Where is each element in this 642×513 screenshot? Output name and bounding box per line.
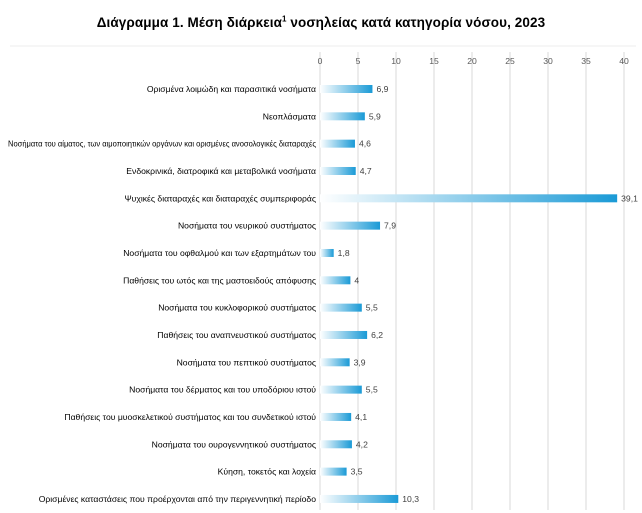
tick-label-5: 5 <box>356 56 361 66</box>
data-label-4: 4,7 <box>360 166 372 176</box>
bar-3 <box>320 139 355 148</box>
gridlines <box>10 45 636 510</box>
category-label-8: Παθήσεις του ωτός και της μαστοειδούς απ… <box>123 275 316 285</box>
category-label-6: Νοσήματα του νευρικού συστήματος <box>178 221 316 231</box>
tick-label-10: 10 <box>391 56 401 66</box>
category-labels: Ορισμένα λοιμώδη και παρασιτικά νοσήματα… <box>8 84 316 504</box>
category-label-4: Ενδοκρινικά, διατροφικά και μεταβολικά ν… <box>126 166 316 176</box>
data-label-10: 6,2 <box>371 330 383 340</box>
bar-2 <box>320 112 365 121</box>
category-label-12: Νοσήματα του δέρματος και του υποδόριου … <box>129 385 316 395</box>
bar-14 <box>320 440 352 449</box>
bar-15 <box>320 467 347 476</box>
bar-9 <box>320 303 362 312</box>
data-label-14: 4,2 <box>356 439 368 449</box>
category-label-13: Παθήσεις του μυοσκελετικού συστήματος κα… <box>64 412 316 422</box>
chart-title: Διάγραμμα 1. Μέση διάρκεια1 νοσηλείας κα… <box>0 15 642 30</box>
data-label-16: 10,3 <box>402 494 419 504</box>
tick-label-15: 15 <box>429 56 439 66</box>
tick-label-30: 30 <box>543 56 553 66</box>
bar-11 <box>320 358 350 367</box>
x-axis-ticks: 0 5 10 15 20 25 30 35 40 <box>318 56 629 66</box>
data-label-15: 3,5 <box>351 467 363 477</box>
data-label-3: 4,6 <box>359 139 371 149</box>
category-label-3: Νοσήματα του αίματος, των αιμοποιητικών … <box>8 139 316 149</box>
bar-13 <box>320 412 352 421</box>
bars <box>320 85 618 503</box>
tick-label-25: 25 <box>505 56 515 66</box>
category-label-9: Νοσήματα του κυκλοφορικού συστήματος <box>158 303 316 313</box>
data-label-8: 4 <box>354 275 359 285</box>
data-label-2: 5,9 <box>369 111 381 121</box>
tick-label-40: 40 <box>619 56 629 66</box>
chart-title-main: Διάγραμμα 1. Μέση διάρκεια <box>96 15 282 30</box>
bar-7 <box>320 248 334 257</box>
data-label-9: 5,5 <box>366 303 378 313</box>
tick-label-20: 20 <box>467 56 477 66</box>
bar-10 <box>320 330 368 339</box>
chart-title-footnote-mark: 1 <box>281 14 287 24</box>
data-label-5: 39,1 <box>621 193 638 203</box>
bar-4 <box>320 166 356 175</box>
tick-label-0: 0 <box>318 56 323 66</box>
data-labels: 6,9 5,9 4,6 4,7 39,1 7,9 1,8 4 5,5 6,2 3,9 5,5 4,1 4,… <box>338 84 638 504</box>
category-label-5: Ψυχικές διαταραχές και διαταραχές συμπερ… <box>124 193 316 203</box>
category-label-7: Νοσήματα του οφθαλμού και των εξαρτημάτω… <box>123 248 316 258</box>
data-label-13: 4,1 <box>355 412 367 422</box>
data-label-7: 1,8 <box>338 248 350 258</box>
category-label-2: Νεοπλάσματα <box>263 111 316 121</box>
data-label-6: 7,9 <box>384 221 396 231</box>
bar-5 <box>320 194 618 203</box>
bar-6 <box>320 221 381 230</box>
data-label-11: 3,9 <box>354 357 366 367</box>
category-label-15: Κύηση, τοκετός και λοχεία <box>218 467 316 477</box>
chart-title-rest: νοσηλείας κατά κατηγορία νόσου, 2023 <box>286 15 546 30</box>
tick-label-35: 35 <box>581 56 591 66</box>
bar-12 <box>320 385 362 394</box>
bar-1 <box>320 85 373 93</box>
category-label-14: Νοσήματα του ουρογεννητικού συστήματος <box>152 439 316 449</box>
bar-16 <box>320 494 399 503</box>
bar-8 <box>320 276 351 285</box>
data-label-1: 6,9 <box>376 84 388 94</box>
data-label-12: 5,5 <box>366 385 378 395</box>
category-label-1: Ορισμένα λοιμώδη και παρασιτικά νοσήματα <box>147 84 316 94</box>
category-label-10: Παθήσεις του αναπνευστικού συστήματος <box>157 330 316 340</box>
category-label-16: Ορισμένες καταστάσεις που προέρχονται απ… <box>39 494 317 504</box>
category-label-11: Νοσήματα του πεπτικού συστήματος <box>177 357 316 367</box>
